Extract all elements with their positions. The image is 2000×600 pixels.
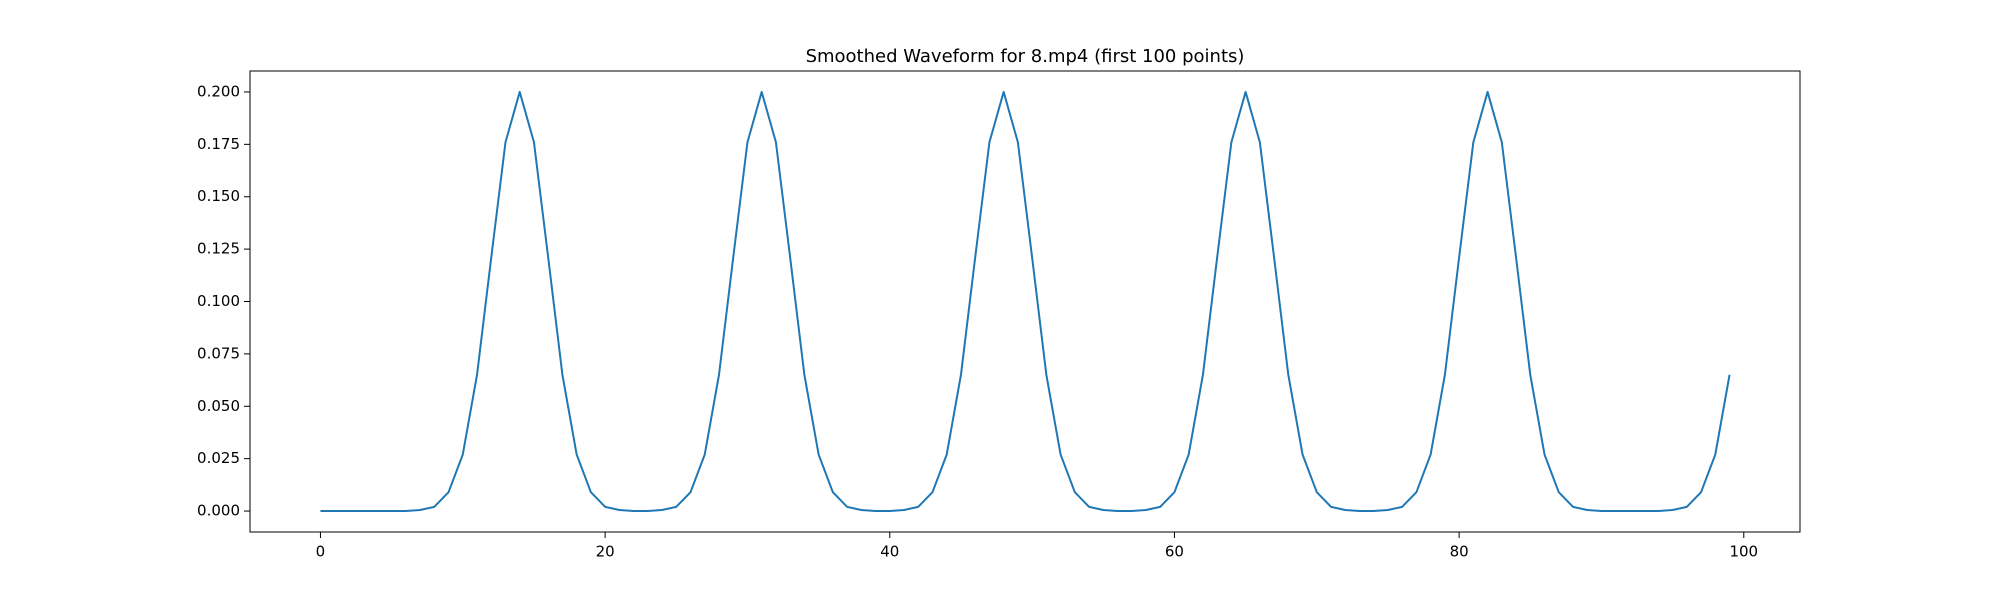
x-tick-label: 40	[880, 543, 899, 561]
x-tick-label: 20	[596, 543, 615, 561]
waveform-line	[320, 90, 1731, 513]
y-tick-label: 0.025	[197, 449, 240, 467]
plot-frame	[249, 70, 1801, 533]
x-tick-label: 0	[316, 543, 326, 561]
y-tick-label: 0.100	[197, 292, 240, 310]
y-tick-label: 0.000	[197, 502, 240, 520]
y-tick-label: 0.125	[197, 240, 240, 258]
y-tick-label: 0.175	[197, 135, 240, 153]
x-tick-label: 80	[1450, 543, 1469, 561]
x-tick-label: 60	[1165, 543, 1184, 561]
y-tick-label: 0.075	[197, 344, 240, 362]
y-tick-label: 0.200	[197, 82, 240, 100]
y-tick-label: 0.150	[197, 187, 240, 205]
chart-title: Smoothed Waveform for 8.mp4 (first 100 p…	[806, 46, 1245, 67]
x-tick-label: 100	[1729, 543, 1758, 561]
y-tick-label: 0.050	[197, 397, 240, 415]
